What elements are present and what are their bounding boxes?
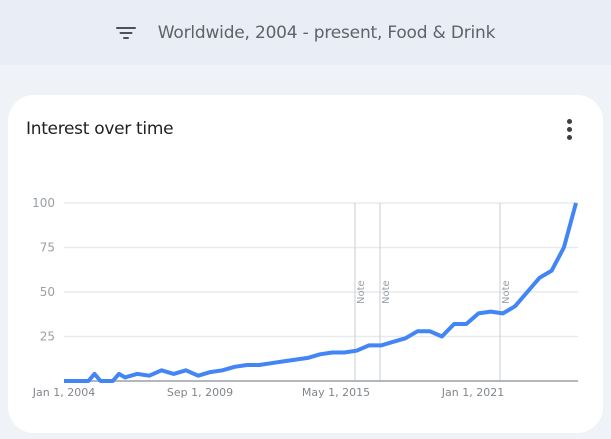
- x-tick-label: Jan 1, 2021: [441, 386, 504, 399]
- note-label[interactable]: Note: [381, 280, 392, 304]
- y-tick-label: 25: [40, 330, 55, 344]
- y-tick-label: 100: [32, 196, 55, 210]
- y-tick-label: 50: [40, 285, 55, 299]
- y-tick-label: 75: [40, 241, 55, 255]
- note-label[interactable]: Note: [501, 280, 512, 304]
- filter-icon[interactable]: [115, 25, 136, 41]
- note-label[interactable]: Note: [356, 280, 367, 304]
- gridlines: [64, 202, 578, 338]
- more-vert-icon[interactable]: [562, 117, 576, 141]
- card-title: Interest over time: [26, 119, 174, 139]
- x-tick-label: Sep 1, 2009: [167, 386, 233, 399]
- data-line[interactable]: [64, 202, 578, 383]
- x-tick-label: Jan 1, 2004: [32, 386, 95, 399]
- interest-over-time-card: Interest over time: [8, 95, 603, 433]
- filter-summary[interactable]: Worldwide, 2004 - present, Food & Drink: [157, 22, 496, 43]
- y-axis-labels: 25 50 75 100: [32, 196, 55, 344]
- filter-bar[interactable]: Worldwide, 2004 - present, Food & Drink: [0, 0, 611, 65]
- x-axis-labels: Jan 1, 2004 Sep 1, 2009 May 1, 2015 Jan 1, …: [32, 386, 504, 399]
- x-tick-label: May 1, 2015: [302, 386, 370, 399]
